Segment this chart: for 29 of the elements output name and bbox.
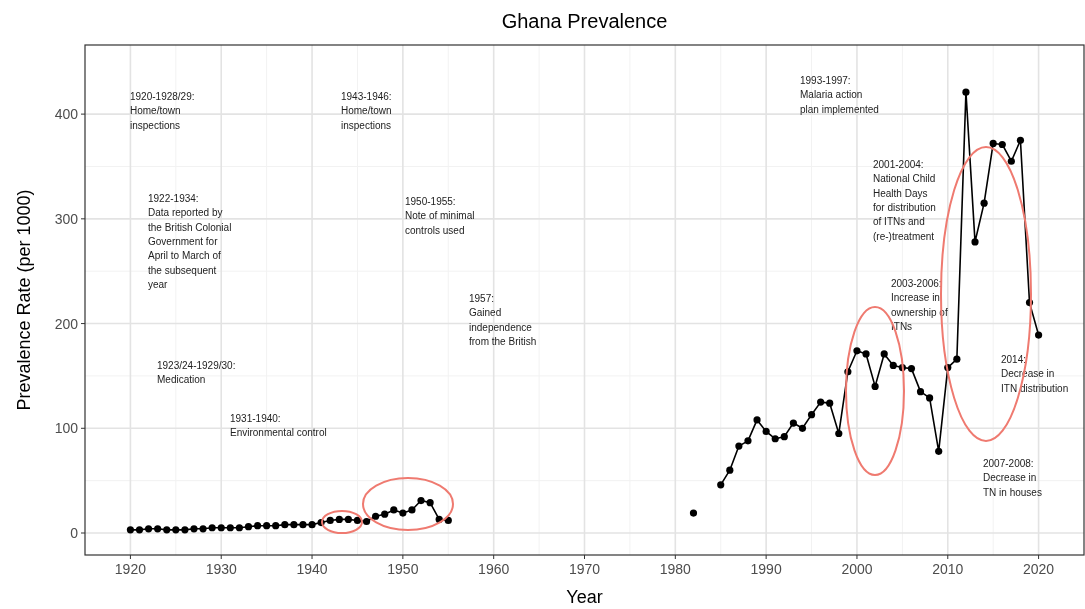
annotation: 1943-1946: Home/town inspections: [341, 91, 392, 131]
x-tick-label: 1930: [205, 561, 238, 577]
x-tick-label: 1980: [659, 561, 692, 577]
annotation: 1931-1940: Environmental control: [230, 413, 327, 439]
annotation: 1950-1955: Note of minimal controls used: [405, 196, 475, 236]
annotation: 2001-2004: National Child Health Days for distribution of ITNs and (re-)treatment: [873, 159, 936, 242]
annotation: 1922-1934: Data reported by the British Colonial Government for April to March of the subsequent year: [148, 193, 232, 290]
x-tick-label: 1990: [750, 561, 782, 577]
x-tick-label: 1920: [114, 561, 147, 577]
x-axis-title: Year: [566, 587, 603, 607]
x-tick-label: 1940: [296, 561, 328, 577]
annotation: 2007-2008: Decrease in TN in houses: [983, 458, 1042, 498]
x-tick-label: 1950: [387, 561, 419, 577]
y-tick-label: 400: [54, 106, 79, 123]
y-tick-label: 100: [54, 420, 79, 437]
x-tick-label: 2020: [1023, 561, 1055, 577]
y-tick-label: 200: [54, 315, 79, 332]
y-tick-label: 0: [70, 525, 79, 542]
chart-title: Ghana Prevalence: [501, 10, 668, 32]
y-axis-title: Prevalence Rate (per 1000): [14, 189, 34, 411]
annotation: 1920-1928/29: Home/town inspections: [130, 91, 195, 131]
x-tick-label: 2010: [932, 561, 964, 577]
annotation: 1993-1997: Malaria action plan implemented: [800, 75, 879, 115]
x-tick-label: 1960: [478, 561, 510, 577]
x-tick-label: 2000: [841, 561, 873, 577]
x-tick-label: 1970: [568, 561, 601, 577]
annotation: 1957: Gained independence from the British: [469, 293, 537, 347]
annotation: 1923/24-1929/30: Medication: [157, 360, 236, 386]
y-tick-label: 300: [54, 210, 79, 227]
